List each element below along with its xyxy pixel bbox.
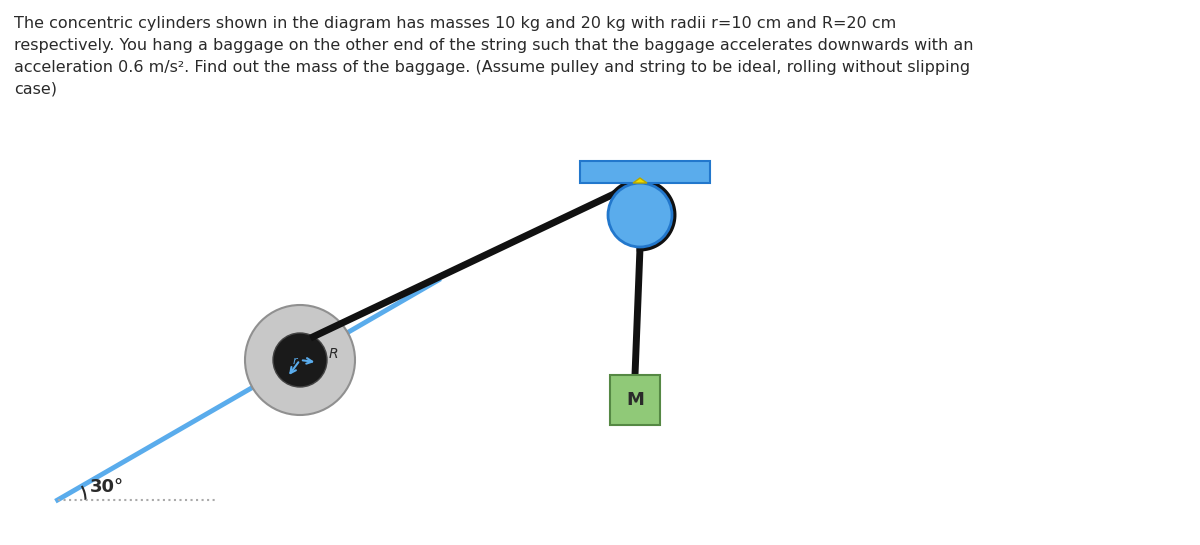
Text: The concentric cylinders shown in the diagram has masses 10 kg and 20 kg with ra: The concentric cylinders shown in the di… bbox=[14, 16, 974, 96]
Circle shape bbox=[245, 305, 355, 415]
Text: M: M bbox=[626, 391, 644, 409]
Circle shape bbox=[608, 183, 672, 247]
Text: r: r bbox=[293, 356, 298, 366]
Text: R: R bbox=[329, 347, 338, 361]
Polygon shape bbox=[634, 178, 647, 183]
Bar bbox=[580, 161, 710, 183]
Bar bbox=[610, 375, 660, 425]
Circle shape bbox=[274, 333, 326, 387]
Text: 30°: 30° bbox=[90, 478, 124, 496]
